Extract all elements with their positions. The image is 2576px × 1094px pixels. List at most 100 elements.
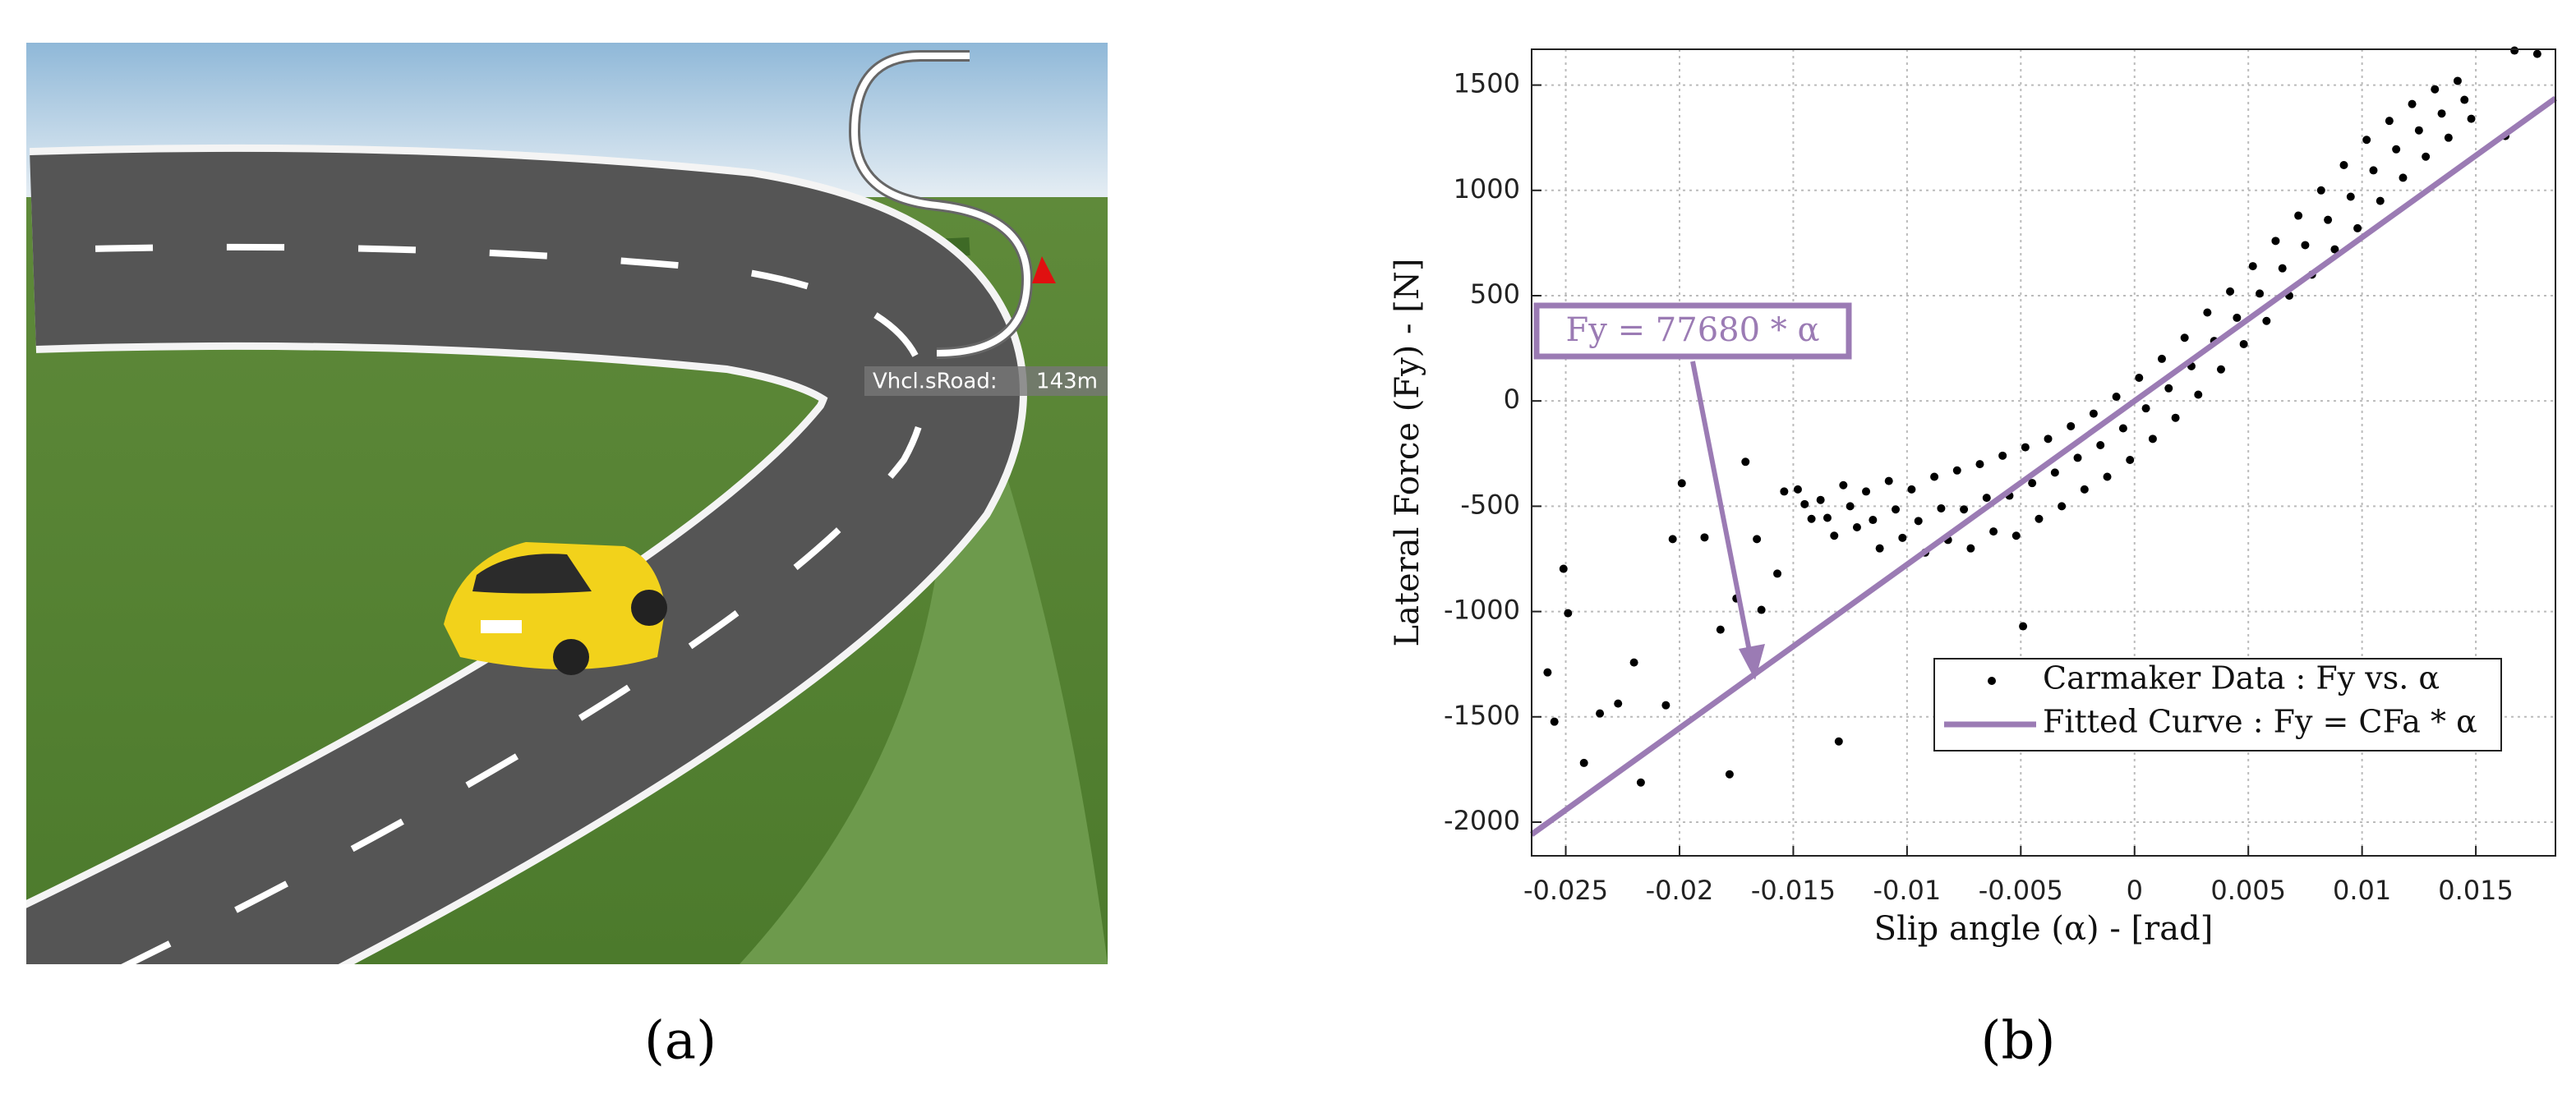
- data-point: [2330, 245, 2339, 254]
- data-point: [2067, 421, 2076, 430]
- data-point: [1937, 503, 1946, 513]
- legend-box: [1933, 658, 2502, 752]
- data-point: [1966, 544, 1975, 553]
- data-point: [2233, 313, 2242, 322]
- data-point: [2532, 49, 2541, 58]
- data-point: [2294, 211, 2303, 220]
- data-point: [1982, 494, 1991, 503]
- data-point: [2157, 354, 2166, 363]
- data-point: [1892, 505, 1901, 514]
- legend-marker: [1988, 677, 1996, 685]
- data-point: [2096, 441, 2105, 450]
- data-point: [2112, 393, 2121, 402]
- y-tick-label: -1000: [1444, 595, 1520, 626]
- data-point: [2073, 453, 2082, 462]
- overlay-box: [864, 366, 1108, 396]
- x-tick-label: -0.005: [1979, 875, 2063, 906]
- data-point: [1884, 476, 1893, 485]
- data-point: [2346, 192, 2355, 201]
- overlay-value: 143m: [1036, 370, 1098, 394]
- data-point: [1800, 499, 1809, 508]
- annotation-arrowhead: [1739, 644, 1765, 680]
- data-point: [2467, 114, 2476, 123]
- x-tick-label: -0.015: [1751, 875, 1836, 906]
- data-point: [1596, 709, 1605, 718]
- data-point: [2262, 316, 2271, 325]
- data-point: [2019, 622, 2028, 631]
- data-point: [2339, 161, 2348, 170]
- data-point: [2216, 365, 2225, 374]
- y-tick-label: -1500: [1444, 700, 1520, 731]
- data-point: [1914, 517, 1923, 526]
- data-point: [1830, 531, 1839, 540]
- data-point: [1559, 564, 1568, 573]
- data-point: [1579, 758, 1588, 767]
- data-point: [2453, 76, 2462, 85]
- data-point: [2399, 173, 2408, 182]
- y-tick-label: -500: [1460, 489, 1520, 520]
- car: [444, 542, 667, 675]
- data-point: [2118, 424, 2127, 433]
- data-point: [2171, 413, 2180, 422]
- y-tick-label: 0: [1504, 384, 1520, 415]
- data-point: [2271, 237, 2280, 246]
- data-point: [1793, 485, 1802, 494]
- data-point: [2460, 95, 2469, 104]
- data-point: [2226, 287, 2235, 296]
- data-point: [2135, 373, 2144, 382]
- data-point: [1614, 699, 1623, 708]
- data-point: [1677, 479, 1686, 488]
- data-point: [2050, 468, 2059, 477]
- y-tick-label: -2000: [1444, 805, 1520, 836]
- data-point: [2278, 264, 2287, 273]
- data-point: [2444, 133, 2453, 142]
- minimap-track: [850, 53, 1031, 356]
- data-point: [1960, 505, 1969, 514]
- x-tick-label: 0.015: [2438, 875, 2514, 906]
- data-point: [1636, 778, 1645, 787]
- data-point: [1846, 502, 1855, 511]
- overlay-label: Vhcl.sRoad:: [873, 370, 998, 394]
- y-tick-label: 500: [1470, 278, 1520, 310]
- data-point: [1741, 457, 1750, 467]
- data-point: [2248, 262, 2257, 271]
- chart: -2000 -1500 -1000 -500 0 500 1000 1500 -0.025 -0.…: [1389, 46, 2558, 948]
- y-tick-label: 1000: [1454, 173, 1520, 205]
- fitted-line: [1529, 95, 2558, 837]
- x-tick-label: -0.025: [1523, 875, 1608, 906]
- data-point: [2239, 339, 2248, 348]
- caption: (a): [644, 1011, 717, 1072]
- data-point: [2256, 289, 2265, 298]
- annotation-box: [1533, 302, 1852, 360]
- data-point: [2021, 443, 2030, 452]
- data-point: [2422, 152, 2431, 161]
- data-point: [1998, 451, 2007, 460]
- data-point: [1629, 658, 1638, 667]
- y-tick-label: 1500: [1454, 68, 1520, 99]
- x-tick-label: 0.005: [2210, 875, 2286, 906]
- legend-label: Carmaker Data : Fy vs. α: [2043, 660, 2440, 696]
- data-point: [1975, 460, 1984, 469]
- data-point: [1952, 466, 1961, 475]
- data-point: [2194, 390, 2203, 399]
- data-point: [1834, 737, 1843, 746]
- data-point: [1862, 487, 1871, 496]
- data-point: [1907, 485, 1916, 494]
- x-tick-label: -0.01: [1873, 875, 1941, 906]
- data-point: [2126, 455, 2135, 464]
- data-point: [2089, 409, 2098, 418]
- data-point: [1989, 527, 1998, 536]
- data-point: [1780, 487, 1789, 496]
- data-point: [2353, 223, 2362, 232]
- x-tick-label: 0.01: [2333, 875, 2391, 906]
- data-point: [1839, 480, 1848, 490]
- data-point: [2414, 126, 2423, 135]
- data-point: [2431, 85, 2440, 94]
- data-point: [2385, 117, 2394, 126]
- data-point: [1716, 625, 1725, 634]
- data-point: [2164, 384, 2173, 393]
- plot-frame: [1531, 48, 2556, 857]
- data-point: [1898, 533, 1907, 542]
